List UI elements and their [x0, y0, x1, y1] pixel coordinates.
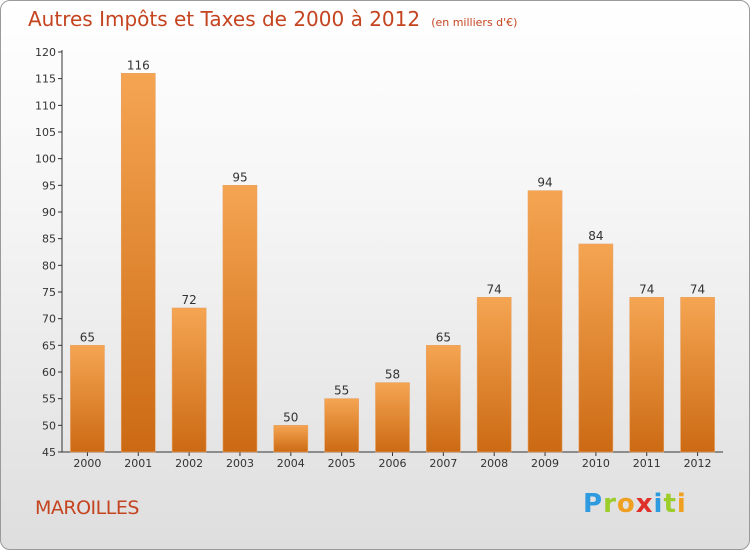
logo-letter: x	[635, 489, 654, 519]
x-tick-label: 2000	[73, 457, 101, 470]
y-tick-label: 115	[35, 73, 56, 86]
x-tick-label: 2003	[226, 457, 254, 470]
logo-letter: P	[583, 489, 604, 519]
y-tick-label: 65	[42, 339, 56, 352]
logo-letter: i	[676, 489, 687, 519]
logo-letter: t	[663, 489, 677, 519]
data-label-2010: 84	[588, 229, 603, 243]
commune-name: MAROILLES	[35, 497, 139, 519]
data-label-2000: 65	[80, 330, 95, 344]
x-tick-label: 2008	[480, 457, 508, 470]
logo-letter: r	[603, 489, 617, 519]
bar-2009	[527, 190, 563, 453]
x-tick-label: 2005	[328, 457, 356, 470]
proxiti-logo: Proxiti	[583, 489, 687, 519]
bar-2000	[70, 345, 105, 453]
bar-2011	[629, 297, 665, 453]
data-label-2012: 74	[690, 282, 705, 296]
x-tick-label: 2004	[277, 457, 305, 470]
y-tick-label: 120	[35, 46, 56, 59]
y-tick-label: 45	[42, 446, 56, 459]
y-tick-label: 50	[42, 419, 56, 432]
x-tick-label: 2010	[582, 457, 610, 470]
bar-2012	[680, 297, 715, 453]
logo-letter: i	[653, 489, 664, 519]
y-tick-label: 55	[42, 393, 56, 406]
bar-2005	[324, 398, 359, 453]
y-tick-label: 70	[42, 313, 56, 326]
y-tick-label: 100	[35, 153, 56, 166]
y-tick-label: 90	[42, 206, 56, 219]
x-tick-label: 2006	[379, 457, 407, 470]
x-tick-label: 2002	[175, 457, 203, 470]
data-label-2001: 116	[127, 58, 150, 72]
chart-bars	[70, 73, 715, 453]
data-label-2004: 50	[283, 410, 298, 424]
chart-unit-text: (en milliers d'€)	[431, 16, 518, 29]
x-tick-label: 2009	[531, 457, 559, 470]
bar-2001	[120, 73, 156, 453]
data-label-2002: 72	[181, 293, 196, 307]
bar-2006	[375, 382, 410, 453]
y-tick-label: 75	[42, 286, 56, 299]
x-tick-label: 2007	[429, 457, 457, 470]
data-label-2009: 94	[537, 176, 552, 190]
y-tick-label: 105	[35, 126, 56, 139]
y-tick-label: 110	[35, 99, 56, 112]
data-label-2008: 74	[487, 282, 502, 296]
y-tick-label: 80	[42, 259, 56, 272]
bar-2010	[578, 243, 614, 453]
x-tick-label: 2011	[633, 457, 661, 470]
y-tick-label: 85	[42, 233, 56, 246]
chart-title: Autres Impôts et Taxes de 2000 à 2012 (e…	[28, 7, 517, 31]
chart-labels: 65 116 72 95 50 55 58 65 74 94 84 74 74	[80, 58, 705, 424]
data-label-2006: 58	[385, 368, 400, 382]
logo-letter: o	[616, 489, 636, 519]
bar-2008	[476, 297, 512, 453]
data-label-2007: 65	[436, 330, 451, 344]
x-tick-label: 2012	[684, 457, 712, 470]
y-tick-label: 60	[42, 366, 56, 379]
bar-2002	[171, 307, 207, 453]
data-label-2011: 74	[639, 282, 654, 296]
x-tick-label: 2001	[124, 457, 152, 470]
bar-2007	[426, 345, 461, 453]
data-label-2003: 95	[232, 170, 247, 184]
bar-2004	[273, 425, 309, 453]
chart-title-text: Autres Impôts et Taxes de 2000 à 2012	[28, 7, 421, 31]
data-label-2005: 55	[334, 384, 349, 398]
bar-2003	[222, 185, 258, 453]
chart-axes: 45 50 55 60 65 70 75 80 85 90 95 100 105 110 115 120 200…	[35, 46, 723, 470]
y-tick-label: 95	[42, 179, 56, 192]
